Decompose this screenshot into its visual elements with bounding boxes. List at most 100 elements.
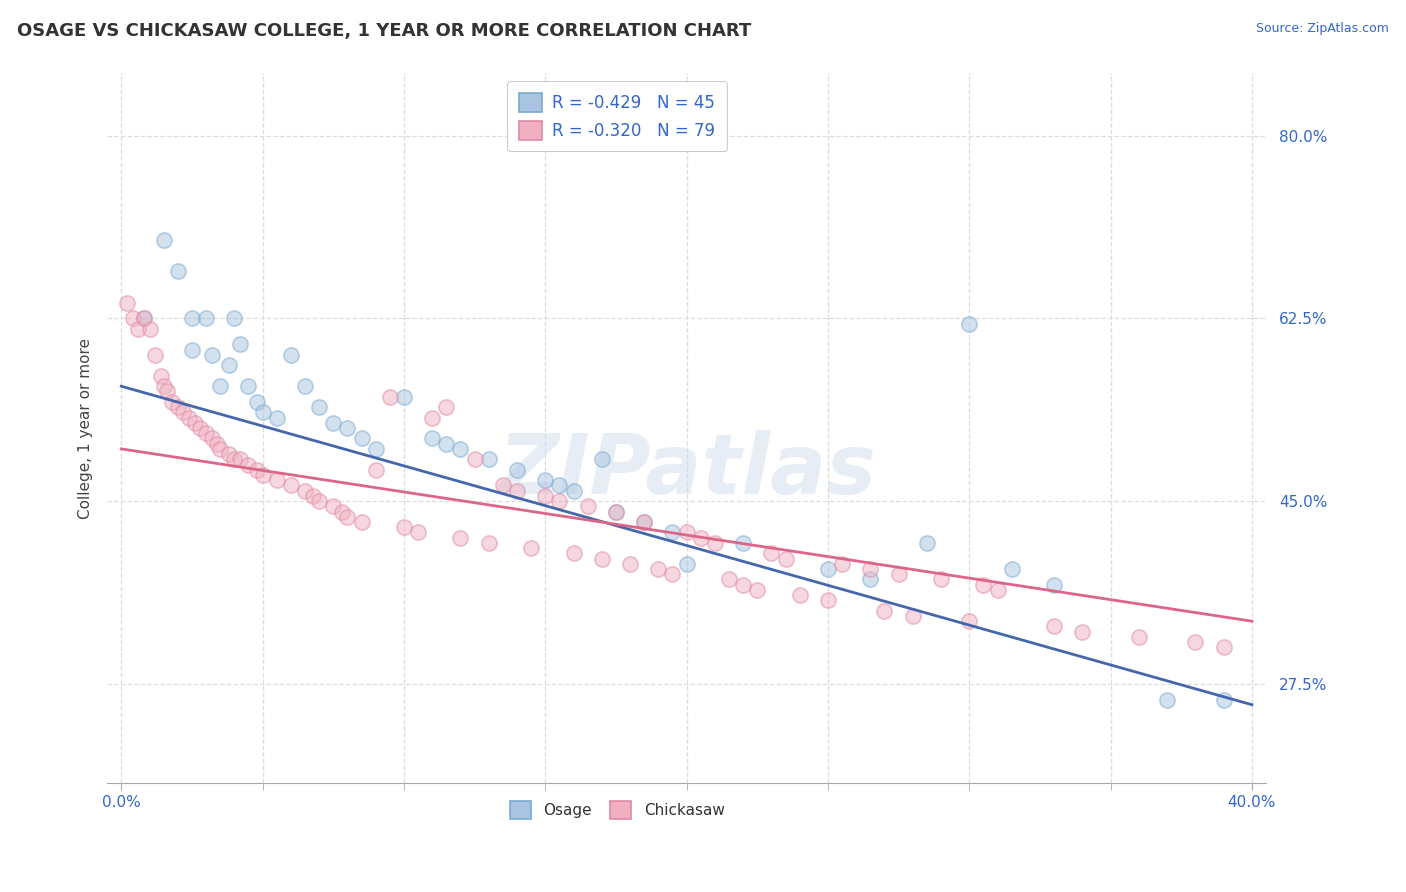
- Point: [238, 458, 260, 472]
- Point: [252, 405, 274, 419]
- Point: [218, 447, 240, 461]
- Point: [127, 322, 149, 336]
- Point: [859, 573, 882, 587]
- Point: [132, 311, 155, 326]
- Point: [229, 452, 252, 467]
- Point: [201, 432, 224, 446]
- Point: [201, 348, 224, 362]
- Point: [280, 478, 302, 492]
- Point: [915, 536, 938, 550]
- Point: [434, 436, 457, 450]
- Point: [506, 463, 529, 477]
- Point: [392, 520, 415, 534]
- Point: [420, 410, 443, 425]
- Point: [887, 567, 910, 582]
- Point: [224, 452, 246, 467]
- Point: [689, 531, 711, 545]
- Point: [330, 504, 353, 518]
- Point: [548, 494, 571, 508]
- Point: [115, 295, 138, 310]
- Point: [986, 582, 1008, 597]
- Point: [364, 463, 387, 477]
- Point: [675, 525, 697, 540]
- Point: [266, 410, 288, 425]
- Point: [179, 410, 201, 425]
- Point: [817, 562, 839, 576]
- Point: [450, 531, 472, 545]
- Point: [817, 593, 839, 607]
- Point: [562, 483, 585, 498]
- Point: [859, 562, 882, 576]
- Point: [195, 426, 218, 441]
- Legend: Osage, Chickasaw: Osage, Chickasaw: [503, 796, 731, 825]
- Point: [492, 478, 515, 492]
- Point: [450, 442, 472, 456]
- Point: [619, 557, 641, 571]
- Point: [733, 536, 755, 550]
- Point: [149, 368, 172, 383]
- Point: [831, 557, 853, 571]
- Point: [218, 359, 240, 373]
- Point: [605, 504, 627, 518]
- Y-axis label: College, 1 year or more: College, 1 year or more: [79, 337, 93, 518]
- Point: [901, 609, 924, 624]
- Point: [392, 390, 415, 404]
- Point: [464, 452, 486, 467]
- Point: [633, 515, 655, 529]
- Point: [294, 483, 316, 498]
- Point: [266, 473, 288, 487]
- Point: [322, 416, 344, 430]
- Point: [152, 379, 174, 393]
- Point: [160, 395, 183, 409]
- Text: OSAGE VS CHICKASAW COLLEGE, 1 YEAR OR MORE CORRELATION CHART: OSAGE VS CHICKASAW COLLEGE, 1 YEAR OR MO…: [17, 22, 751, 40]
- Point: [138, 322, 160, 336]
- Point: [775, 551, 797, 566]
- Point: [747, 582, 769, 597]
- Point: [229, 337, 252, 351]
- Point: [224, 311, 246, 326]
- Point: [478, 452, 501, 467]
- Point: [1212, 640, 1234, 655]
- Point: [190, 421, 212, 435]
- Point: [434, 400, 457, 414]
- Point: [308, 400, 330, 414]
- Point: [207, 436, 229, 450]
- Point: [302, 489, 325, 503]
- Point: [246, 463, 269, 477]
- Point: [181, 311, 204, 326]
- Point: [336, 509, 359, 524]
- Point: [703, 536, 725, 550]
- Point: [209, 442, 232, 456]
- Point: [1184, 635, 1206, 649]
- Point: [733, 577, 755, 591]
- Point: [1212, 692, 1234, 706]
- Point: [633, 515, 655, 529]
- Point: [1001, 562, 1024, 576]
- Point: [195, 311, 218, 326]
- Point: [143, 348, 166, 362]
- Point: [181, 343, 204, 357]
- Point: [1043, 577, 1066, 591]
- Point: [378, 390, 401, 404]
- Point: [591, 551, 613, 566]
- Text: Source: ZipAtlas.com: Source: ZipAtlas.com: [1256, 22, 1389, 36]
- Point: [155, 384, 177, 399]
- Point: [252, 468, 274, 483]
- Point: [661, 567, 683, 582]
- Point: [957, 614, 980, 628]
- Point: [972, 577, 994, 591]
- Point: [322, 500, 344, 514]
- Point: [166, 400, 188, 414]
- Point: [520, 541, 543, 555]
- Point: [873, 604, 896, 618]
- Point: [294, 379, 316, 393]
- Point: [1128, 630, 1150, 644]
- Point: [591, 452, 613, 467]
- Point: [336, 421, 359, 435]
- Point: [506, 483, 529, 498]
- Point: [647, 562, 669, 576]
- Point: [132, 311, 155, 326]
- Point: [172, 405, 194, 419]
- Point: [761, 546, 783, 560]
- Point: [548, 478, 571, 492]
